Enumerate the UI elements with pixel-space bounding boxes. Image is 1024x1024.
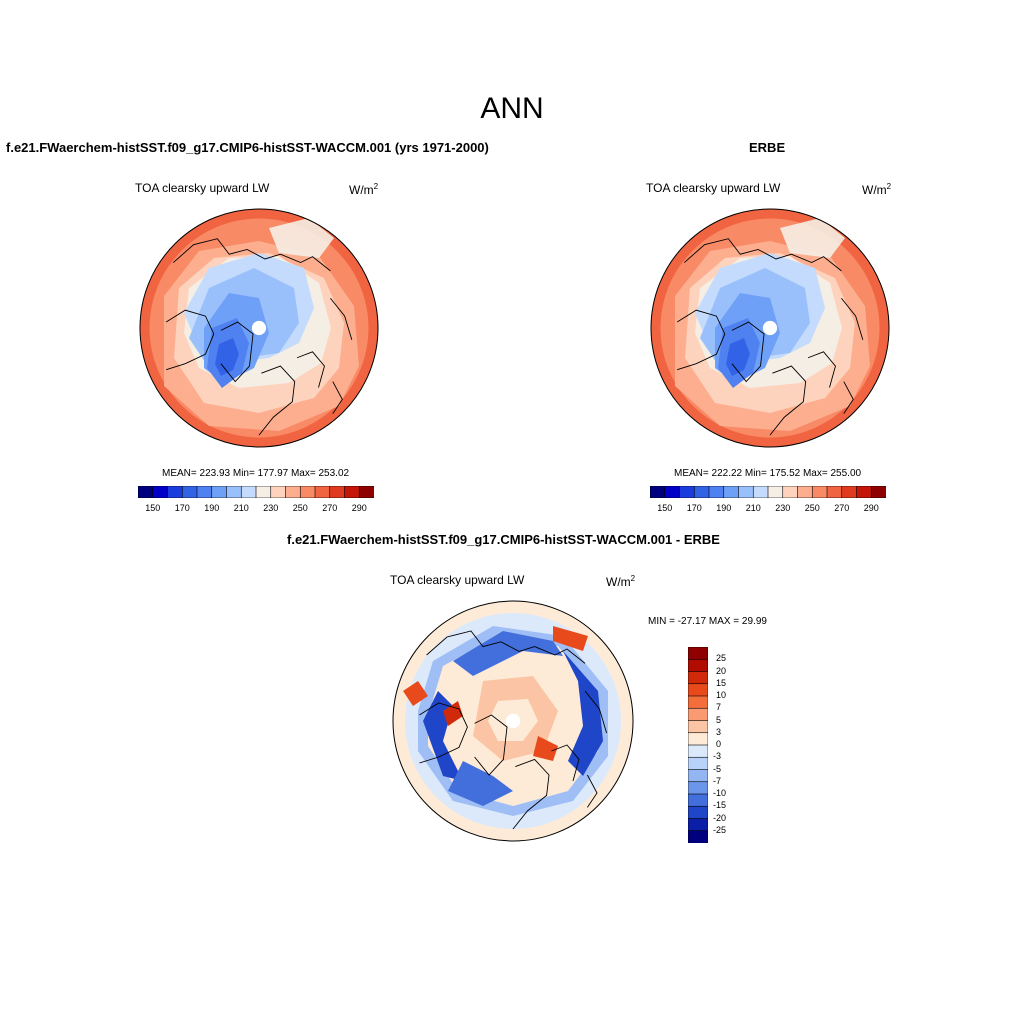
panel-obs-colorbar-tick-label: 170	[686, 503, 702, 513]
panel-obs-colorbar-box-5	[723, 486, 740, 498]
panel-obs-colorbar-box-13	[841, 486, 858, 498]
panel-obs-colorbar-tick-label: 230	[775, 503, 791, 513]
panel-diff-colorbar-box-2	[688, 671, 708, 685]
panel-diff-colorbar-tick-label: -10	[713, 788, 727, 798]
panel-obs-subtitle: TOA clearsky upward LW	[646, 181, 781, 195]
panel-obs-polar-map	[650, 208, 890, 448]
panel-model-colorbar-box-0	[138, 486, 154, 498]
panel-diff-colorbar-tick-label: 15	[716, 677, 727, 688]
panel-model-colorbar-box-14	[344, 486, 360, 498]
panel-obs-colorbar-tick-label: 290	[863, 503, 879, 513]
panel-obs-colorbar-tick-label: 190	[716, 503, 732, 513]
panel-diff-colorbar-tick-label: -25	[713, 824, 727, 835]
panel-model-colorbar-tick-label: 150	[145, 503, 161, 513]
panel-model-stats: MEAN= 223.93 Min= 177.97 Max= 253.02	[162, 468, 350, 479]
panel-diff-colorbar-box-0	[688, 647, 708, 660]
panel-obs-colorbar-box-1	[664, 486, 681, 498]
panel-diff-polar-map	[392, 600, 634, 842]
panel-model-colorbar-tick-label: 170	[174, 503, 190, 513]
panel-diff-colorbar-box-5	[688, 707, 708, 722]
page-title: ANN	[480, 92, 544, 125]
panel-obs-colorbar-tick-label: 150	[657, 503, 673, 513]
panel-model-colorbar-box-12	[314, 486, 331, 498]
panel-diff-colorbar-tick-label: 20	[716, 665, 727, 676]
panel-diff-colorbar-tick-label: 25	[716, 653, 727, 664]
panel-diff-colorbar-tick-label: 0	[716, 739, 722, 749]
panel-diff-colorbar-tick-label: -3	[713, 751, 722, 762]
panel-model-polar-map	[139, 208, 379, 448]
panel-model-colorbar-box-1	[152, 486, 169, 498]
panel-model-colorbar-box-2	[167, 486, 183, 498]
panel-diff-colorbar-box-8	[688, 744, 708, 758]
panel-diff-colorbar-box-9	[688, 756, 708, 771]
panel-diff-title: f.e21.FWaerchem-histSST.f09_g17.CMIP6-hi…	[287, 532, 720, 547]
panel-diff-colorbar-box-3	[688, 683, 708, 697]
panel-diff-colorbar-box-13	[688, 805, 708, 820]
panel-obs-colorbar-box-2	[679, 486, 695, 498]
panel-model-colorbar-box-13	[329, 486, 346, 498]
panel-diff-colorbar-box-12	[688, 793, 708, 807]
panel-model-colorbar-box-7	[240, 486, 257, 498]
panel-obs-colorbar-box-3	[693, 486, 710, 498]
panel-model-colorbar-box-10	[285, 486, 301, 498]
panel-obs-colorbar-box-9	[782, 486, 799, 498]
panel-diff-colorbar-box-6	[688, 720, 708, 734]
panel-obs-colorbar-box-14	[856, 486, 872, 498]
panel-obs-colorbar-box-0	[650, 486, 666, 498]
panel-model-colorbar-box-9	[270, 486, 287, 498]
panel-diff-colorbar-box-10	[688, 769, 708, 783]
panel-diff-colorbar-tick-label: -5	[713, 763, 722, 774]
panel-diff-colorbar-box-14	[688, 818, 708, 832]
panel-diff-colorbar-tick-label: 3	[716, 726, 722, 737]
panel-obs-colorbar-box-11	[811, 486, 828, 498]
panel-diff-colorbar	[688, 647, 708, 843]
panel-model-colorbar-box-15	[358, 486, 374, 498]
panel-model-colorbar-tick-label: 250	[292, 503, 308, 513]
panel-obs-colorbar-box-6	[738, 486, 754, 498]
panel-obs-colorbar-box-12	[826, 486, 843, 498]
panel-model-colorbar-box-8	[255, 486, 272, 498]
panel-obs-title: ERBE	[749, 140, 786, 155]
panel-diff-colorbar-tick-label: 7	[716, 702, 722, 713]
panel-obs-colorbar-box-8	[767, 486, 784, 498]
panel-model-colorbar-box-11	[299, 486, 316, 498]
panel-model-colorbar-tick-label: 290	[351, 503, 367, 513]
panel-obs-units: W/m2	[862, 182, 892, 197]
panel-diff-colorbar-tick-label: -7	[713, 775, 722, 786]
panel-model-colorbar-box-6	[226, 486, 242, 498]
panel-diff-colorbar-box-11	[688, 781, 708, 795]
panel-diff-colorbar-box-7	[688, 732, 708, 746]
panel-model-colorbar-tick-label: 230	[263, 503, 279, 513]
panel-model-title: f.e21.FWaerchem-histSST.f09_g17.CMIP6-hi…	[6, 140, 489, 155]
panel-obs-colorbar-tick-label: 270	[834, 503, 850, 513]
panel-model-colorbar-tick-label: 270	[322, 503, 338, 513]
panel-model-colorbar-box-5	[211, 486, 228, 498]
panel-model-units: W/m2	[349, 182, 379, 197]
panel-model-subtitle: TOA clearsky upward LW	[135, 181, 270, 195]
panel-model-colorbar-box-4	[196, 486, 213, 498]
panel-obs-colorbar-tick-label: 210	[745, 503, 761, 513]
panel-diff-colorbar-labels: 25 20 15 10 7 5 3 0 -3 -5 -7 -10 -15 -20 -25	[713, 647, 743, 843]
panel-obs-stats: MEAN= 222.22 Min= 175.52 Max= 255.00	[674, 468, 862, 479]
panel-diff-units: W/m2	[606, 574, 636, 589]
panel-model-colorbar	[138, 486, 374, 498]
panel-obs-colorbar-tick-label: 250	[804, 503, 820, 513]
panel-obs-colorbar-box-15	[870, 486, 886, 498]
panel-diff-colorbar-box-4	[688, 695, 708, 709]
panel-obs-colorbar-box-7	[752, 486, 769, 498]
panel-diff-colorbar-tick-label: 10	[716, 690, 727, 700]
panel-model-colorbar-box-3	[181, 486, 198, 498]
panel-diff-stats: MIN = -27.17 MAX = 29.99	[648, 616, 767, 627]
panel-obs-colorbar	[650, 486, 886, 498]
panel-model-colorbar-tick-label: 190	[204, 503, 220, 513]
panel-diff-colorbar-box-1	[688, 658, 708, 673]
panel-diff-colorbar-tick-label: 5	[716, 714, 722, 725]
panel-obs-colorbar-box-10	[797, 486, 813, 498]
panel-obs-colorbar-box-4	[708, 486, 725, 498]
panel-diff-colorbar-tick-label: -15	[713, 800, 727, 811]
panel-diff-colorbar-tick-label: -20	[713, 812, 727, 823]
panel-diff-colorbar-box-15	[688, 830, 708, 843]
panel-diff-subtitle: TOA clearsky upward LW	[390, 573, 525, 587]
panel-model-colorbar-tick-label: 210	[233, 503, 249, 513]
